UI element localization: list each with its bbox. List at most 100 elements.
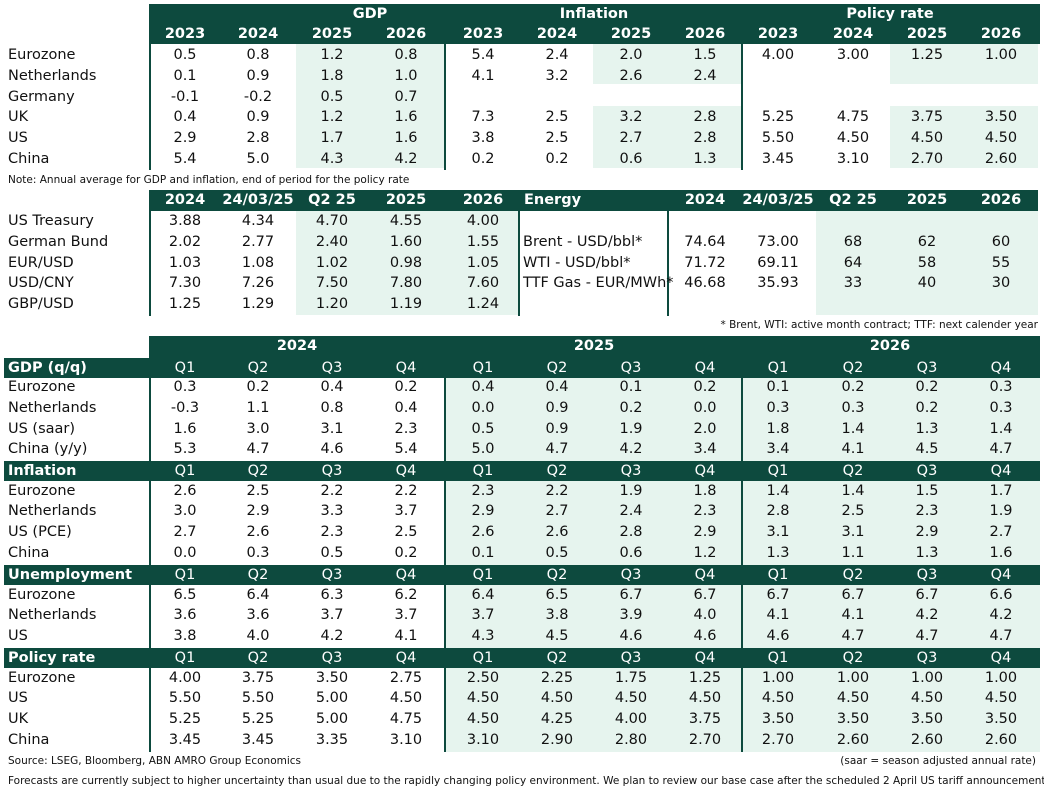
data-cell: 3.50: [984, 109, 1018, 125]
data-cell: 1.6: [394, 109, 418, 125]
row-label: China: [8, 732, 50, 748]
data-cell: 2.9: [693, 524, 717, 540]
row-label: TTF Gas - EUR/MWh*: [523, 275, 674, 291]
data-cell: 0.3: [841, 400, 865, 416]
data-cell: 2.60: [836, 732, 870, 748]
quarter-header: Q2: [842, 567, 864, 583]
data-cell: 3.7: [471, 607, 495, 623]
data-cell: 5.00: [315, 711, 349, 727]
data-cell: 2.9: [471, 503, 495, 519]
quarter-header: Q2: [546, 463, 568, 479]
data-cell: 5.00: [315, 690, 349, 706]
data-cell: 0.8: [320, 400, 344, 416]
data-cell: 0.9: [246, 109, 270, 125]
quarter-header: Q2: [546, 567, 568, 583]
row-label: UK: [8, 711, 29, 727]
row-label: Netherlands: [8, 503, 97, 519]
column-header: 2025: [906, 192, 948, 208]
quarter-header: Q3: [620, 463, 642, 479]
quarter-header: Q2: [842, 360, 864, 376]
data-cell: 3.8: [173, 628, 197, 644]
data-cell: 0.3: [173, 379, 197, 395]
data-cell: 4.5: [545, 628, 569, 644]
data-cell: 2.3: [320, 524, 344, 540]
data-cell: 0.98: [389, 255, 423, 271]
row-label: Eurozone: [8, 47, 76, 63]
row-label: UK: [8, 109, 29, 125]
data-cell: 1.08: [241, 255, 275, 271]
data-cell: 4.3: [320, 151, 344, 167]
row-label: China: [8, 545, 50, 561]
forecast-shade: [296, 44, 444, 168]
quarter-header: Q1: [472, 463, 494, 479]
forecast-shade: [593, 106, 741, 168]
data-cell: 4.00: [761, 47, 795, 63]
quarter-header: Q1: [767, 650, 789, 666]
data-cell: 0.2: [693, 379, 717, 395]
column-header: 2024: [684, 192, 726, 208]
data-cell: 5.0: [246, 151, 270, 167]
quarter-header: Q4: [990, 463, 1012, 479]
data-cell: 4.6: [693, 628, 717, 644]
quarter-header: Q3: [916, 650, 938, 666]
year-header: 2025: [610, 26, 652, 42]
quarter-header: Q4: [990, 360, 1012, 376]
data-cell: 0.4: [545, 379, 569, 395]
data-cell: 3.0: [246, 421, 270, 437]
data-cell: 4.70: [315, 213, 349, 229]
data-cell: 0.4: [173, 109, 197, 125]
data-cell: 0.1: [173, 68, 197, 84]
data-cell: 1.3: [915, 545, 939, 561]
row-label: German Bund: [8, 234, 109, 250]
data-cell: 64: [843, 255, 863, 271]
year-header: 2023: [757, 26, 799, 42]
data-cell: 0.8: [246, 47, 270, 63]
data-cell: 4.50: [910, 130, 944, 146]
data-cell: 2.8: [246, 130, 270, 146]
data-cell: 3.0: [173, 503, 197, 519]
column-header: 2024: [164, 192, 206, 208]
data-cell: 4.55: [389, 213, 423, 229]
data-cell: 0.5: [173, 47, 197, 63]
data-cell: 3.7: [394, 503, 418, 519]
data-cell: 1.1: [841, 545, 865, 561]
data-cell: 7.50: [315, 275, 349, 291]
section-title: Inflation: [8, 463, 77, 479]
data-cell: 4.00: [614, 711, 648, 727]
column-header: 24/03/25: [222, 192, 294, 208]
data-cell: 0.2: [471, 151, 495, 167]
data-cell: 3.10: [389, 732, 423, 748]
data-cell: 2.60: [984, 732, 1018, 748]
data-cell: 1.05: [466, 255, 500, 271]
data-cell: 4.50: [614, 690, 648, 706]
data-cell: 68: [843, 234, 863, 250]
data-cell: 58: [917, 255, 937, 271]
data-cell: 2.3: [471, 483, 495, 499]
data-cell: 2.4: [619, 503, 643, 519]
data-cell: 4.1: [841, 441, 865, 457]
quarter-header: Q4: [694, 650, 716, 666]
quarter-header: Q4: [395, 650, 417, 666]
row-label: WTI - USD/bbl*: [523, 255, 631, 271]
column-divider: [149, 336, 151, 752]
data-cell: 1.7: [320, 130, 344, 146]
data-cell: 2.25: [540, 670, 574, 686]
data-cell: -0.2: [243, 89, 273, 105]
section-title: GDP (q/q): [8, 360, 87, 376]
data-cell: 0.8: [394, 47, 418, 63]
data-cell: 3.50: [761, 711, 795, 727]
data-cell: 2.2: [394, 483, 418, 499]
data-cell: 4.3: [471, 628, 495, 644]
data-cell: 1.2: [693, 545, 717, 561]
data-cell: 74.64: [684, 234, 726, 250]
row-label: US Treasury: [8, 213, 94, 229]
data-cell: 4.75: [836, 109, 870, 125]
data-cell: 0.3: [766, 400, 790, 416]
data-cell: 5.50: [761, 130, 795, 146]
header-bar: [520, 190, 1038, 211]
data-cell: 1.24: [466, 296, 500, 312]
column-header: Q2 25: [308, 192, 356, 208]
quarter-header: Q1: [472, 360, 494, 376]
data-cell: 2.6: [619, 68, 643, 84]
quarter-header: Q1: [767, 567, 789, 583]
